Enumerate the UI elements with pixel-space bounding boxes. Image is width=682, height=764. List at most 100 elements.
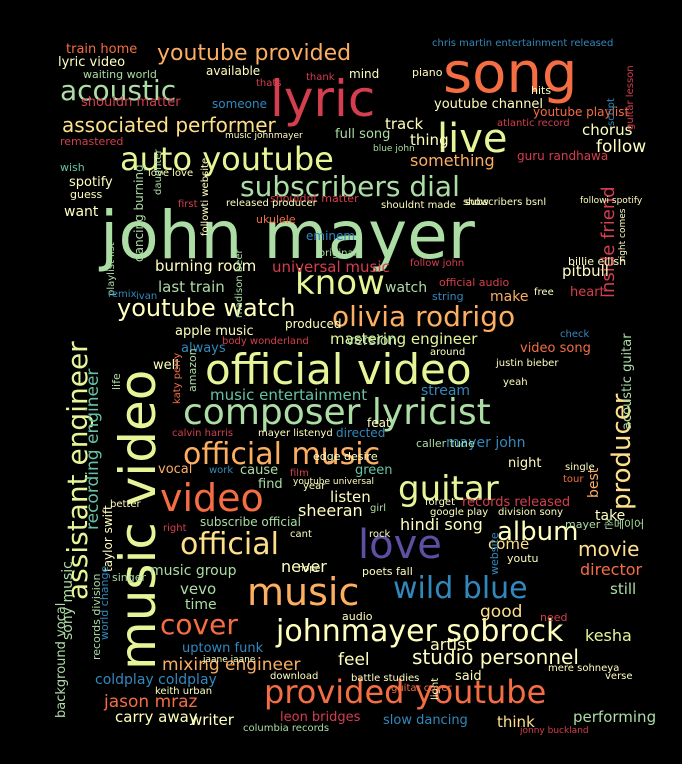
word: guitar cover [391,683,452,694]
word: love [358,522,442,568]
word: coldplay coldplay [95,672,217,688]
word: verse [605,671,633,682]
word: said [455,669,482,684]
word: thing [410,131,449,149]
word: song [443,41,577,106]
word: follow john [410,258,464,269]
word: official video [205,345,472,394]
word: right [163,523,187,534]
word: atlantic record [497,118,570,129]
word: good [480,602,522,622]
word: know [295,263,385,303]
word: mayer 존메이어 [565,518,644,531]
word: records released [462,495,570,510]
word: directed [336,426,385,440]
word: carry away [115,708,198,726]
word: guess [70,188,102,201]
word: music entertainment [210,386,367,404]
word: justin bieber [495,358,559,369]
word: released producer [226,198,318,209]
word: hits [531,84,551,97]
word: youtube universal [293,477,374,487]
word: still [610,580,636,598]
word: composer lyricist [183,392,491,433]
word: single [565,462,595,473]
word: ivan [136,291,157,302]
word: shouldnt made [381,200,456,211]
word: wild blue [393,571,528,606]
word: well [153,358,179,373]
word: world change [98,566,111,640]
word: acoustic guitar [620,333,635,430]
word: madison beer [234,249,245,318]
word: body wonderland [222,336,309,347]
word: original [319,248,356,259]
word: slow dancing [383,713,468,728]
word: kesha [585,626,632,645]
word: something [410,151,495,170]
word: love love [148,168,193,179]
word: eminem [306,229,355,243]
word: movie [578,537,639,561]
word: music video [109,370,167,670]
word: tour [563,474,584,485]
word: remastered [60,135,123,148]
word: youtube provided [157,41,351,66]
word: youtube watch [117,294,296,322]
word: uptown funk [182,641,264,656]
word: writer [190,711,235,729]
word: background vocal [54,603,69,718]
word: think [497,713,535,731]
word: youtu [507,552,539,565]
word: performing [573,708,656,726]
word: guitar [398,469,499,509]
word: daughter [153,148,164,195]
word: jonny buckland [519,726,589,736]
word: video song [520,341,591,356]
word: jaane jaane [202,655,256,665]
word: feel [338,650,370,670]
word: calvin harris [172,428,233,439]
word: division sony [498,507,563,518]
word: show [463,197,489,208]
word: forget [425,497,455,508]
word: ukulele [256,213,296,226]
word: leon bridges [280,710,361,725]
word: take [595,508,625,524]
word: check [560,329,589,340]
word: playlist list [106,242,117,296]
word: someone [212,97,267,111]
word: blue john [373,144,415,154]
word: subscribe official [200,515,301,529]
word: thank [306,72,335,83]
word: guru randhawa [517,149,608,163]
word: video [160,476,264,520]
word: hope [298,564,321,574]
word: right comes [618,208,628,262]
word: burning room [155,257,256,275]
word: lyric video [58,55,125,70]
word: watch [385,280,427,296]
word: katy perry [172,353,183,404]
word: sheeran [298,501,363,520]
word: recording engineer [83,369,103,530]
word: followi spotify [580,196,643,206]
word: string [432,290,464,303]
word: music johnmayer [225,131,303,141]
word: green [355,463,393,478]
word: olivia rodrigo [332,300,515,333]
word: waiting world [83,68,157,81]
word: best [586,467,602,498]
word: sony music [60,561,76,640]
word: edge desire [313,450,378,463]
word: feat [367,416,391,430]
word: records division [90,574,103,660]
word: johnmayer sobrock [275,614,564,649]
word: studio personnel [412,645,579,669]
word: universal music [272,258,390,276]
word: train home [66,42,137,57]
word: chorus [582,121,633,139]
word: keith urban [155,686,212,697]
word: cant [290,529,312,540]
word: john mayer [98,197,476,274]
